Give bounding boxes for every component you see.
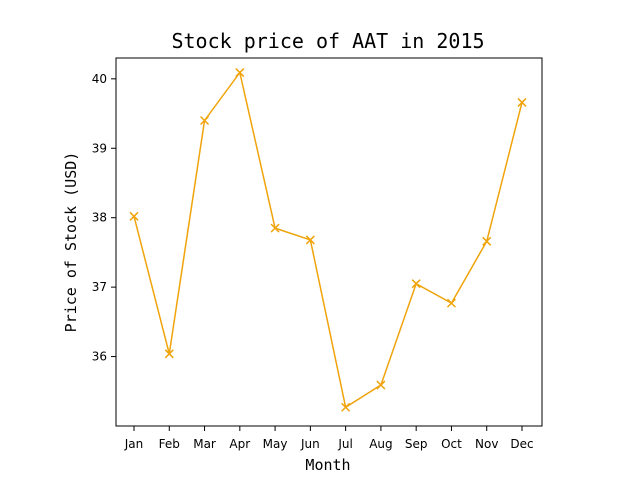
data-point-marker xyxy=(376,380,386,390)
x-tick-label: Apr xyxy=(229,437,250,451)
data-point-marker xyxy=(446,298,456,308)
data-point-marker xyxy=(235,68,245,78)
y-tick-label: 38 xyxy=(92,211,107,225)
y-tick-label: 39 xyxy=(92,141,107,155)
x-tick-label: Aug xyxy=(369,437,392,451)
data-point-marker xyxy=(517,97,527,107)
y-tick-label: 37 xyxy=(92,280,107,294)
x-tick-label: Nov xyxy=(475,437,498,451)
plot-frame xyxy=(115,57,543,427)
data-point-marker xyxy=(270,223,280,233)
y-tick-label: 40 xyxy=(92,72,107,86)
data-point-marker xyxy=(482,236,492,246)
data-point-marker xyxy=(411,279,421,289)
series-line xyxy=(133,70,523,409)
x-tick-label: Sep xyxy=(405,437,428,451)
data-point-marker xyxy=(305,235,315,245)
x-tick-label: May xyxy=(263,437,288,451)
y-axis-label: Price of Stock (USD) xyxy=(62,152,80,333)
x-tick-label: Jun xyxy=(300,437,320,451)
x-tick-label: Mar xyxy=(193,437,216,451)
data-point-marker xyxy=(200,115,210,126)
x-tick-label: Jul xyxy=(337,437,352,451)
data-point-marker xyxy=(164,349,174,359)
data-point-marker xyxy=(129,211,139,221)
x-tick-label: Jan xyxy=(124,437,144,451)
x-tick-label: Feb xyxy=(159,437,180,451)
x-tick-label: Oct xyxy=(441,437,462,451)
x-tick-label: Dec xyxy=(510,437,533,451)
x-axis-label: Month xyxy=(305,456,350,474)
plot-area: Jan Feb Mar Apr May Jun Jul Aug Sep Oct Nov Dec 36 37… xyxy=(92,68,534,451)
chart-title: Stock price of AAT in 2015 xyxy=(171,29,484,53)
y-tick-label: 36 xyxy=(92,350,107,364)
data-point-marker xyxy=(341,402,351,412)
